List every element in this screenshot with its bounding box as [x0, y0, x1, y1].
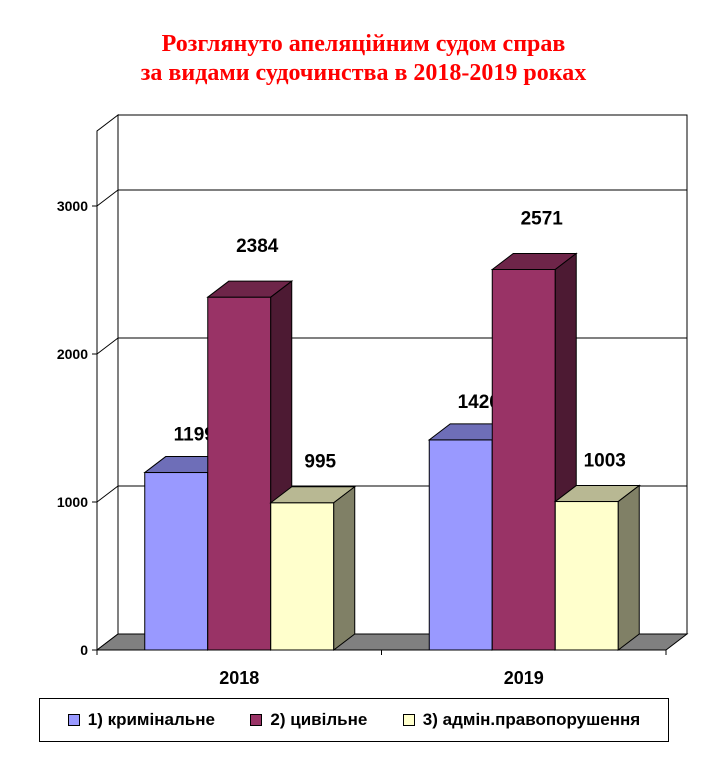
data-label-2019-2: 2571: [521, 208, 564, 229]
bar-2018-3: [269, 485, 357, 652]
bar-front: [270, 502, 335, 651]
chart-title-line-1: Розглянуто апеляційним судом справ: [161, 31, 566, 57]
gridline-side-1000: [96, 485, 119, 503]
bar-2019-3: [553, 484, 641, 652]
legend-item-1: 1) кримінальне: [67, 710, 215, 730]
bar-front: [491, 268, 556, 651]
legend-item-2: 2) цивільне: [250, 710, 367, 730]
data-label-2019-1: 1420: [458, 392, 500, 413]
data-label-2019-3: 1003: [584, 451, 626, 472]
gridline-side-2000: [96, 337, 119, 355]
bar-side: [617, 484, 640, 652]
y-tick-label-1000: 1000: [57, 494, 88, 510]
legend-item-3: 3) адмін.правопорушення: [402, 710, 641, 730]
legend-label-3: 3) адмін.правопорушення: [422, 710, 641, 729]
y-tick-label-2000: 2000: [57, 346, 88, 362]
bar-side: [333, 485, 356, 652]
chart-legend: 1) кримінальне 2) цивільне 3) адмін.правоп…: [39, 698, 669, 742]
chart-title-line-2: за видами судочинства в 2018-2019 роках: [140, 60, 587, 86]
legend-label-1: 1) кримінальне: [87, 710, 215, 729]
bar-chart-plot: 0 1000 2000 3000 1199 2384 995 2018 1420 2571 1003…: [57, 113, 689, 688]
data-label-2018-3: 995: [304, 452, 336, 473]
legend-swatch-1: [67, 714, 80, 726]
x-tick-label-2019: 2019: [504, 668, 544, 688]
bar-front: [554, 501, 619, 651]
bar-front: [207, 296, 272, 651]
x-tick-label-2018: 2018: [219, 668, 259, 688]
legend-swatch-3: [402, 714, 415, 726]
data-label-2018-1: 1199: [174, 425, 215, 446]
legend-swatch-2: [250, 714, 263, 726]
data-label-2018-2: 2384: [236, 236, 279, 257]
left-wall: [96, 113, 119, 652]
gridline-side-3000: [96, 189, 119, 207]
bar-front: [428, 439, 493, 651]
legend-label-2: 2) цивільне: [270, 710, 368, 729]
chart-title: Розглянуто апеляційним судом справ за ви…: [0, 30, 727, 88]
bar-front: [144, 472, 209, 651]
y-tick-label-0: 0: [80, 642, 88, 658]
y-tick-label-3000: 3000: [57, 198, 88, 214]
